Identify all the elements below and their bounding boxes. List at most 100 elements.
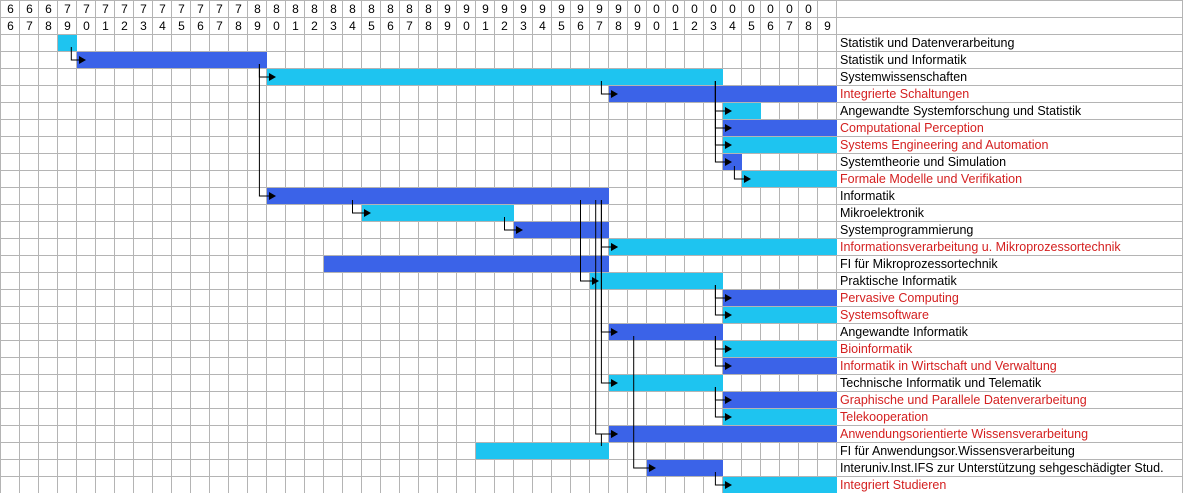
year-tick-digit: 0 xyxy=(273,19,280,33)
year-tick-digit: 9 xyxy=(634,19,641,33)
bar xyxy=(723,307,837,323)
connector-arrow xyxy=(611,90,618,98)
connector-arrow xyxy=(611,328,618,336)
year-tick-decade: 7 xyxy=(235,2,242,16)
connectors xyxy=(70,47,751,489)
year-tick-decade: 0 xyxy=(767,2,774,16)
year-tick-decade: 7 xyxy=(178,2,185,16)
year-tick-decade: 9 xyxy=(444,2,451,16)
year-tick-decade: 8 xyxy=(292,2,299,16)
row-label: Informationsverarbeitung u. Mikroprozess… xyxy=(840,240,1121,254)
connector-arrow xyxy=(725,294,732,302)
bar xyxy=(723,154,742,170)
connector-arrow xyxy=(725,124,732,132)
connector-line xyxy=(580,200,593,282)
year-tick-digit: 4 xyxy=(159,19,166,33)
bar xyxy=(742,171,837,187)
bar xyxy=(267,188,609,204)
connector-arrow xyxy=(269,73,276,81)
year-tick-digit: 8 xyxy=(615,19,622,33)
year-tick-digit: 0 xyxy=(83,19,90,33)
year-tick-digit: 6 xyxy=(387,19,394,33)
year-tick-digit: 4 xyxy=(729,19,736,33)
year-tick-digit: 9 xyxy=(824,19,831,33)
year-tick-digit: 8 xyxy=(425,19,432,33)
year-tick-decade: 9 xyxy=(482,2,489,16)
bar xyxy=(723,290,837,306)
year-tick-decade: 9 xyxy=(558,2,565,16)
year-tick-decade: 7 xyxy=(83,2,90,16)
year-tick-digit: 7 xyxy=(26,19,33,33)
row-label: Informatik in Wirtschaft und Verwaltung xyxy=(840,359,1057,373)
year-tick-decade: 9 xyxy=(577,2,584,16)
year-tick-digit: 7 xyxy=(596,19,603,33)
year-tick-decade: 8 xyxy=(425,2,432,16)
year-tick-decade: 0 xyxy=(672,2,679,16)
bar xyxy=(476,443,609,459)
year-tick-decade: 8 xyxy=(368,2,375,16)
year-tick-digit: 1 xyxy=(482,19,489,33)
year-tick-decade: 0 xyxy=(710,2,717,16)
bar xyxy=(723,358,837,374)
year-tick-decade: 7 xyxy=(216,2,223,16)
year-tick-decade: 7 xyxy=(102,2,109,16)
connector-arrow xyxy=(744,175,751,183)
bar xyxy=(58,35,77,51)
year-tick-digit: 1 xyxy=(292,19,299,33)
year-tick-digit: 3 xyxy=(710,19,717,33)
connector-arrow xyxy=(725,158,732,166)
connector-arrow xyxy=(725,362,732,370)
row-label: Technische Informatik und Telematik xyxy=(840,376,1042,390)
bar xyxy=(324,256,609,272)
year-tick-digit: 2 xyxy=(691,19,698,33)
year-tick-digit: 4 xyxy=(349,19,356,33)
year-tick-decade: 9 xyxy=(501,2,508,16)
year-tick-digit: 3 xyxy=(330,19,337,33)
year-tick-decade: 9 xyxy=(539,2,546,16)
year-tick-decade: 7 xyxy=(159,2,166,16)
row-label: Systemwissenschaften xyxy=(840,70,967,84)
year-tick-decade: 0 xyxy=(786,2,793,16)
year-tick-digit: 2 xyxy=(311,19,318,33)
year-tick-digit: 2 xyxy=(121,19,128,33)
connector-arrow xyxy=(269,192,276,200)
connector-arrow xyxy=(725,396,732,404)
bar xyxy=(647,460,723,476)
connector-line xyxy=(600,81,612,95)
row-label: Angewandte Informatik xyxy=(840,325,969,339)
bar xyxy=(723,137,837,153)
year-tick-decade: 8 xyxy=(254,2,261,16)
year-tick-decade: 7 xyxy=(64,2,71,16)
connector-arrow xyxy=(611,243,618,251)
year-tick-decade: 6 xyxy=(7,2,14,16)
row-label: FI für Anwendungsor.Wissensverarbeitung xyxy=(840,444,1075,458)
row-label: Telekooperation xyxy=(840,410,928,424)
row-label: Praktische Informatik xyxy=(840,274,957,288)
year-tick-digit: 8 xyxy=(805,19,812,33)
connector-arrow xyxy=(649,464,656,472)
bars xyxy=(58,35,837,493)
connector-line xyxy=(600,433,612,446)
connector-line xyxy=(600,200,612,384)
row-label: Computational Perception xyxy=(840,121,984,135)
bar xyxy=(514,222,609,238)
row-label: Graphische und Parallele Datenverarbeitu… xyxy=(840,393,1087,407)
year-tick-digit: 9 xyxy=(444,19,451,33)
year-tick-digit: 7 xyxy=(786,19,793,33)
year-tick-digit: 7 xyxy=(216,19,223,33)
year-tick-digit: 9 xyxy=(64,19,71,33)
year-tick-digit: 6 xyxy=(197,19,204,33)
year-tick-digit: 4 xyxy=(539,19,546,33)
year-tick-decade: 6 xyxy=(45,2,52,16)
year-tick-digit: 3 xyxy=(520,19,527,33)
row-label: Integriert Studieren xyxy=(840,478,946,492)
row-label: Bioinformatik xyxy=(840,342,913,356)
connector-line xyxy=(714,387,726,418)
year-tick-digit: 5 xyxy=(558,19,565,33)
year-tick-digit: 9 xyxy=(254,19,261,33)
bar xyxy=(267,69,723,85)
year-tick-decade: 8 xyxy=(349,2,356,16)
bar xyxy=(723,392,837,408)
year-tick-digit: 2 xyxy=(501,19,508,33)
bar xyxy=(723,409,837,425)
